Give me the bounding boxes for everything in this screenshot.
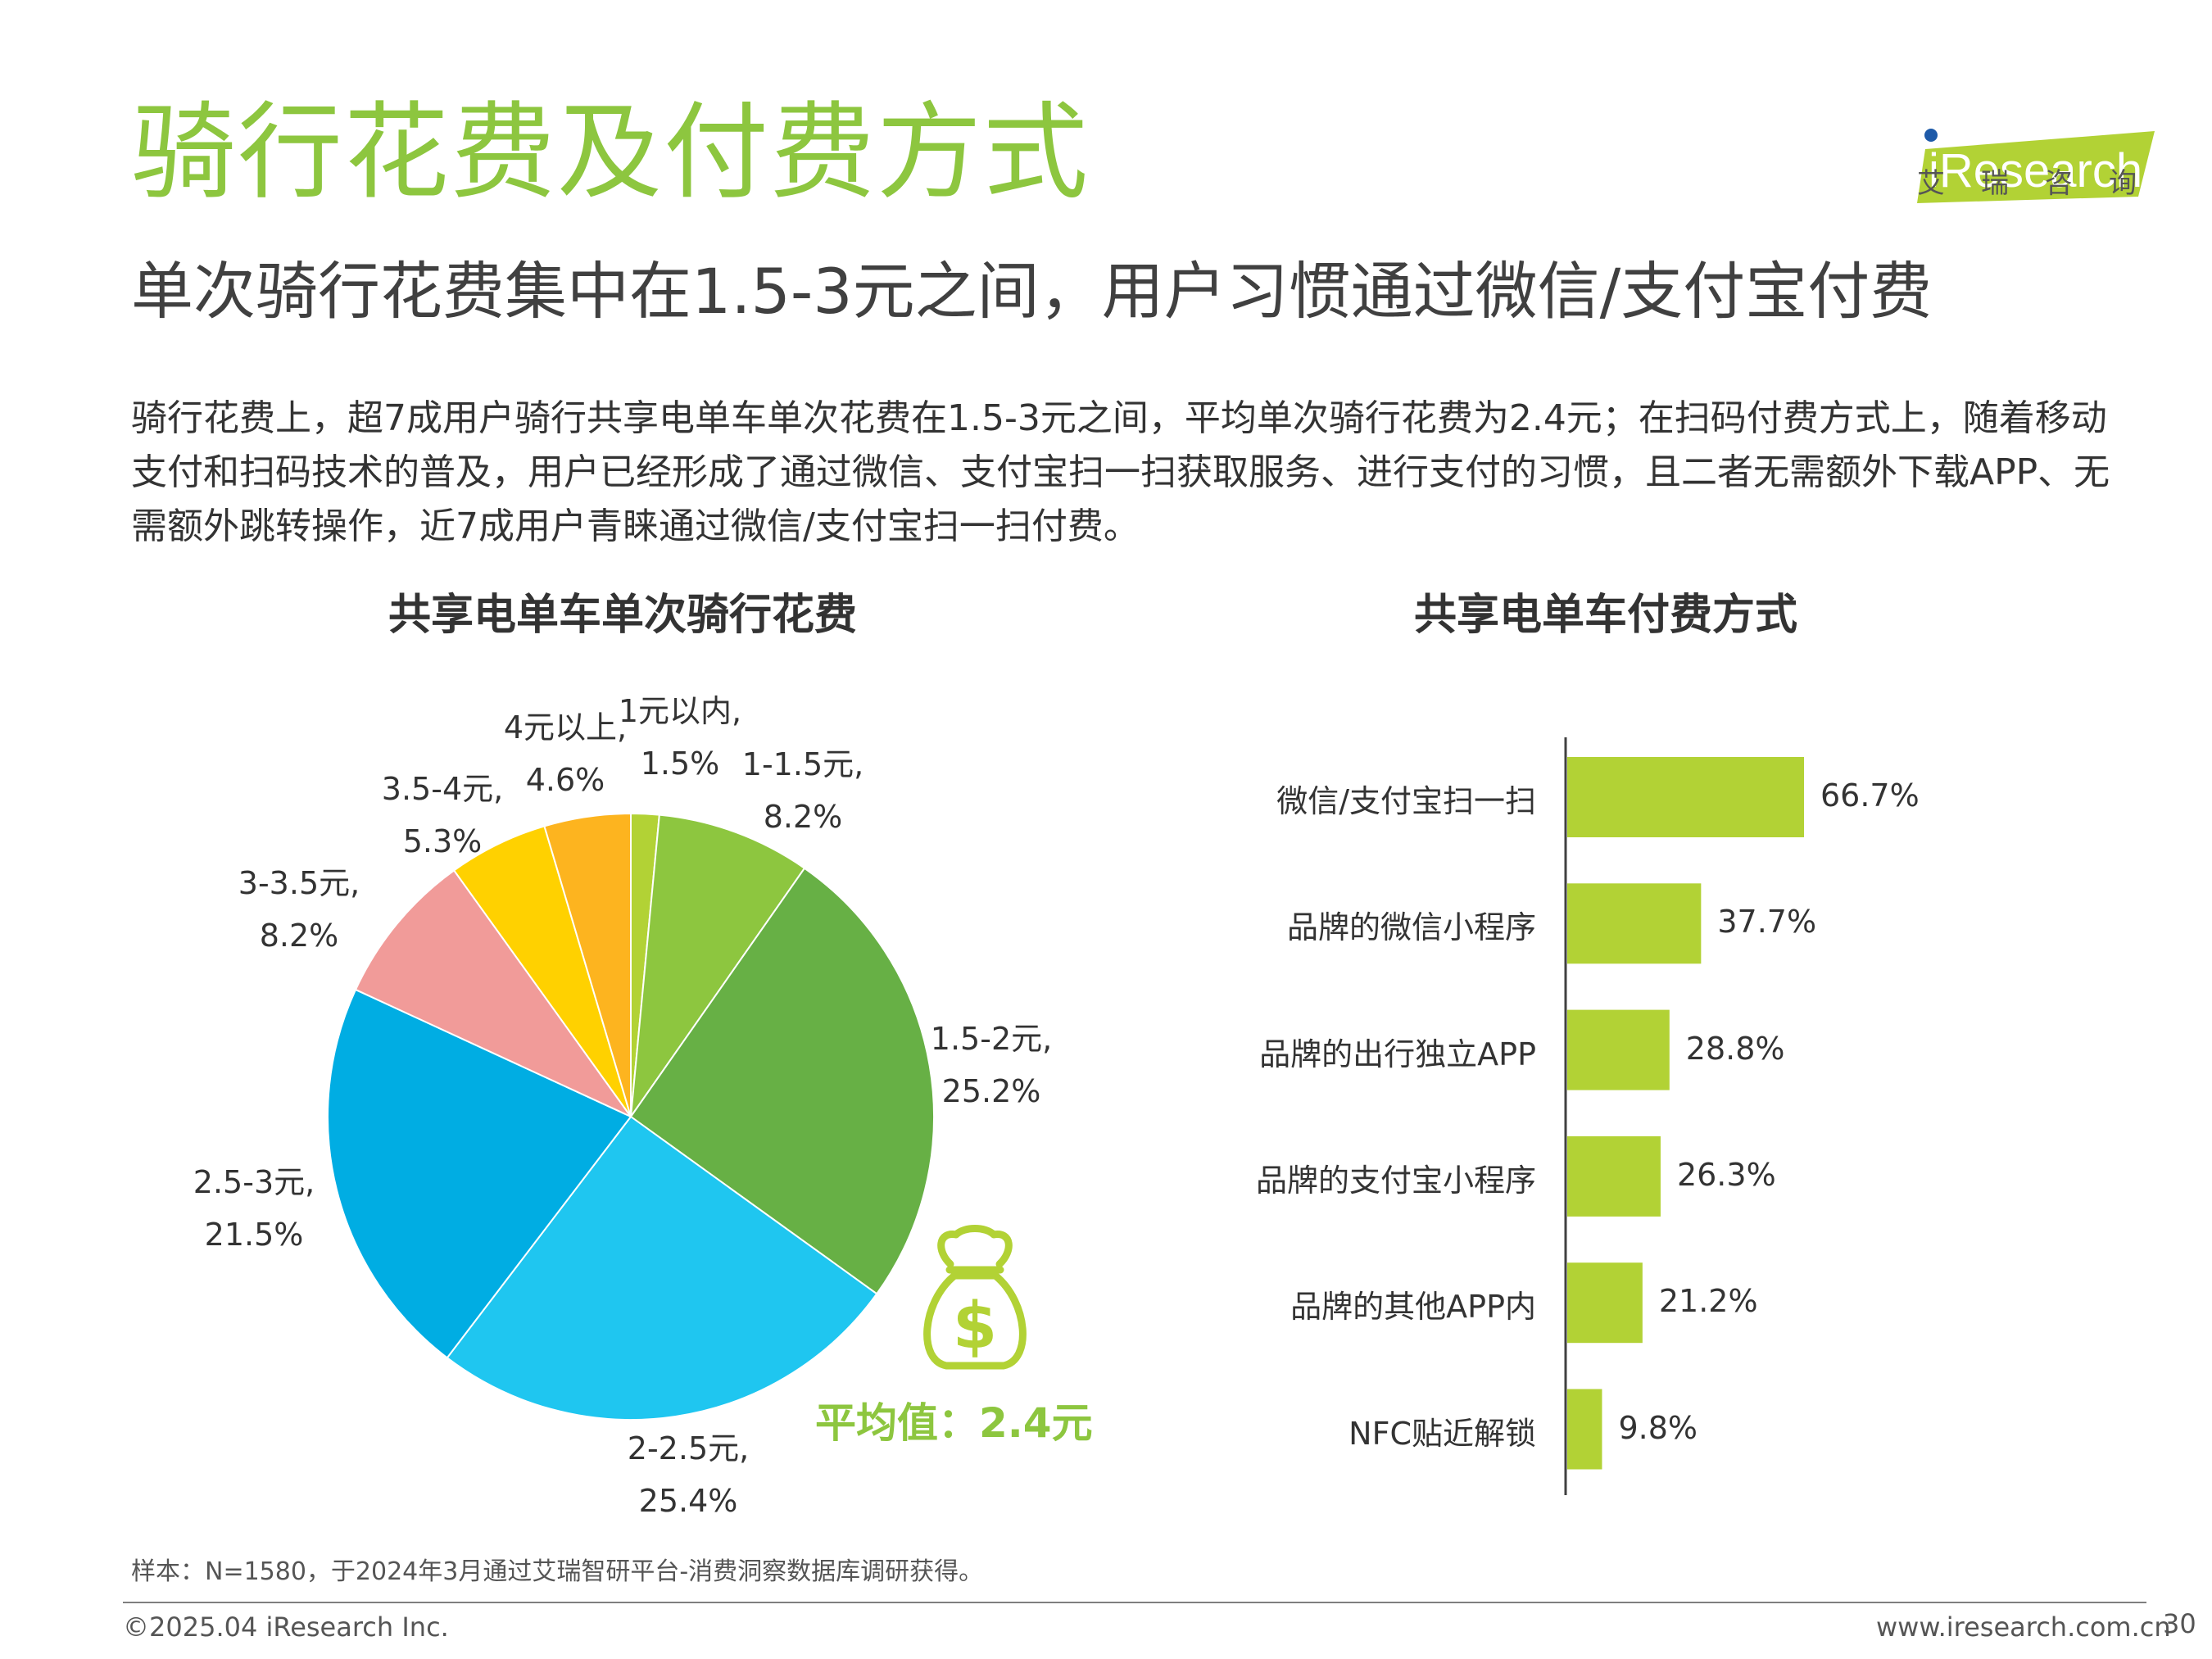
pie-slice: [446, 1115, 878, 1421]
page-description: 骑行花费上，超7成用户骑行共享电单车单次花费在1.5-3元之间，平均单次骑行花费…: [131, 397, 2110, 547]
bar-value-label: 28.8%: [1685, 1030, 1785, 1067]
footer-website[interactable]: www.iresearch.com.cn: [1876, 1611, 2171, 1643]
page-title: 骑行花费及付费方式: [131, 92, 1090, 214]
bar-value-label: 26.3%: [1676, 1156, 1776, 1193]
bar: [1567, 757, 1804, 837]
pie-slice: [327, 988, 632, 1359]
pie-slice-label: 1-1.5元, 8.2%: [741, 746, 864, 835]
page-number: 30: [2163, 1608, 2196, 1639]
bar-value-label: 9.8%: [1618, 1409, 1698, 1446]
bar: [1567, 883, 1702, 964]
bar-chart: [1564, 737, 1804, 1495]
pie-slice-label: 1.5-2元, 25.2%: [930, 1021, 1053, 1109]
bar-category-label: 品牌的支付宝小程序: [1255, 1162, 1536, 1199]
bar-category-label: 微信/支付宝扫一扫: [1276, 783, 1536, 819]
pie-slice: [629, 867, 935, 1295]
logo-dot: [1924, 129, 1938, 142]
bar-category-label: 品牌的微信小程序: [1286, 909, 1536, 946]
bar-category-label: 品牌的出行独立APP: [1259, 1036, 1536, 1072]
bar-category-label: NFC贴近解锁: [1349, 1415, 1536, 1452]
footer-divider: [123, 1602, 2146, 1603]
bar-category-label: 品牌的其他APP内: [1290, 1289, 1536, 1326]
pie-slice-label: 4元以上, 4.6%: [503, 709, 628, 798]
footer-copyright: ©2025.04 iResearch Inc.: [123, 1611, 449, 1643]
pie-slice-label: 1元以内, 1.5%: [618, 693, 742, 782]
pie-chart: [327, 812, 935, 1421]
pie-slice-label: 3.5-4元, 5.3%: [381, 771, 504, 859]
bar-value-label: 37.7%: [1717, 904, 1817, 941]
iresearch-logo: iResearch: [1917, 129, 2155, 203]
pie-slice-label: 3-3.5元, 8.2%: [238, 865, 360, 954]
page-subtitle: 单次骑行花费集中在1.5-3元之间，用户习惯通过微信/支付宝付费: [131, 255, 1933, 328]
bar-value-label: 66.7%: [1820, 777, 1920, 814]
bar: [1567, 1009, 1670, 1090]
pie-chart-title: 共享电单车单次骑行花费: [388, 591, 857, 640]
pie-slice-label: 2.5-3元, 21.5%: [193, 1164, 315, 1253]
pie-slice: [629, 814, 806, 1120]
logo-parallelogram: [1917, 131, 2155, 203]
bar: [1567, 1389, 1602, 1470]
average-annotation: 平均值：2.4元: [815, 1399, 1093, 1447]
money-bag-icon: $: [923, 1225, 1027, 1370]
sample-note: 样本：N=1580，于2024年3月通过艾瑞智研平台-消费洞察数据库调研获得。: [131, 1557, 984, 1586]
bar-chart-title: 共享电单车付费方式: [1413, 591, 1797, 640]
pie-slice: [354, 869, 634, 1119]
svg-text:$: $: [953, 1290, 997, 1363]
bar-value-label: 21.2%: [1658, 1283, 1758, 1320]
logo-brand-text: iResearch: [1929, 144, 2142, 197]
logo-chinese-name: 艾瑞咨询: [1917, 167, 2173, 200]
pie-slice-label: 2-2.5元, 25.4%: [627, 1430, 750, 1519]
bar: [1567, 1135, 1661, 1217]
pie-slice: [543, 812, 632, 1117]
bar: [1567, 1262, 1643, 1344]
